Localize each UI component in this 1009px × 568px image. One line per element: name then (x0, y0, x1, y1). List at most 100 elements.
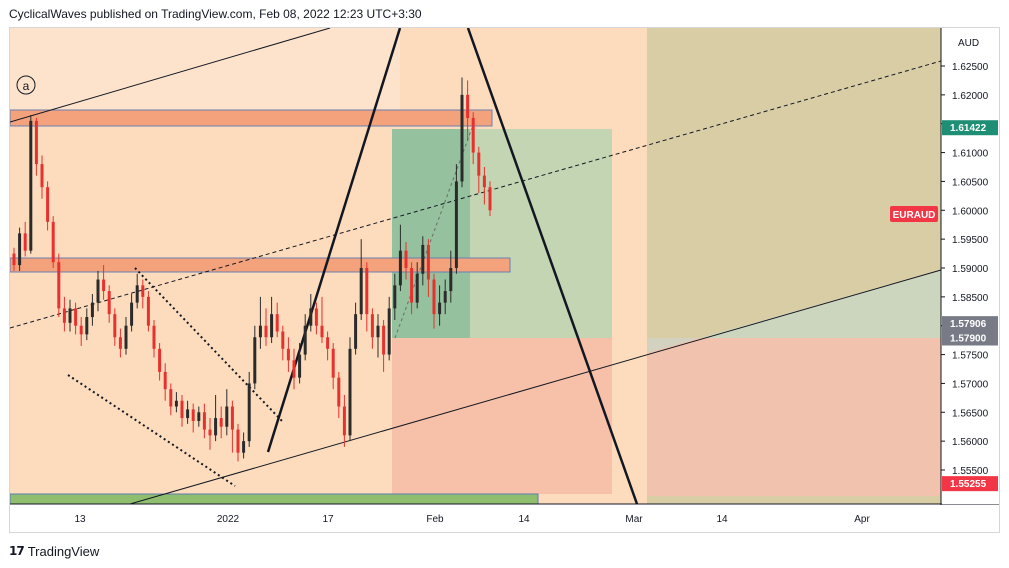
candle (454, 164, 458, 274)
candle (342, 394, 346, 447)
candle (258, 296, 262, 349)
candle (348, 337, 352, 442)
price-tick-label: 1.56500 (952, 408, 989, 419)
candle (331, 343, 335, 390)
candle (23, 221, 27, 257)
candle-body (102, 279, 106, 292)
candle (163, 363, 167, 401)
candle-body (113, 314, 117, 338)
candle (214, 394, 218, 442)
chart-frame[interactable]: a EURAUD 1.625001.620001.615001.610001.6… (9, 27, 1000, 533)
candle-body (174, 400, 178, 407)
candle-body (264, 325, 268, 338)
candle (146, 291, 150, 332)
candle-body (34, 120, 38, 165)
candle-body (421, 244, 425, 274)
candle (359, 239, 363, 320)
candle (298, 343, 302, 384)
candle-body (180, 400, 184, 419)
candle-body (376, 325, 380, 338)
candle-body (236, 429, 240, 453)
candle-body (314, 308, 318, 326)
candles-group (12, 77, 492, 462)
candle-body (186, 409, 190, 419)
candle-body (286, 348, 290, 361)
price-tick-label: 1.61000 (952, 149, 989, 160)
time-tick-label: 2022 (217, 514, 240, 525)
candle (90, 293, 94, 326)
candle-body (79, 325, 83, 335)
candle (264, 308, 268, 346)
candle-body (466, 94, 470, 118)
candle-body (51, 221, 55, 263)
candle-body (208, 429, 212, 436)
candle-body (135, 285, 139, 303)
candle (180, 394, 184, 427)
candle-body (438, 302, 442, 315)
profit-zone-dark (392, 129, 470, 338)
time-tick-label: 17 (322, 514, 334, 525)
bg-zone-light (10, 28, 400, 110)
candle (370, 308, 374, 349)
candle-body (410, 268, 414, 303)
wave-line-up (266, 28, 402, 453)
candle-body (404, 250, 408, 268)
candle (191, 403, 195, 433)
candle-body (298, 354, 302, 378)
candle-body (169, 389, 173, 407)
candle (141, 279, 145, 309)
candle-body (275, 314, 279, 332)
candle-body (191, 409, 195, 421)
candle (477, 146, 481, 193)
candle (471, 112, 475, 165)
candle (270, 296, 274, 344)
candle (443, 279, 447, 315)
candle-body (158, 348, 162, 372)
wave-label: a (23, 79, 30, 93)
time-tick-label: 14 (518, 514, 530, 525)
candle (186, 400, 190, 424)
right-target-zone (647, 338, 941, 496)
candle-body (370, 314, 374, 338)
price-tag: 1.61422 (942, 120, 998, 136)
price-tag-box (942, 316, 998, 332)
candle (421, 236, 425, 286)
price-tick-label: 1.62000 (952, 91, 989, 102)
candle (326, 331, 330, 361)
price-tag-box (942, 476, 998, 492)
candle (275, 302, 279, 338)
price-tick-label: 1.60000 (952, 206, 989, 217)
candle-body (96, 279, 100, 303)
time-axis-bg (10, 505, 999, 532)
price-tag-label: 1.57906 (950, 319, 987, 330)
candle-body (281, 331, 285, 349)
candle (74, 302, 78, 335)
candle-body (141, 285, 145, 297)
candle-body (85, 317, 89, 335)
chart-canvas[interactable]: a EURAUD 1.625001.620001.615001.610001.6… (10, 28, 999, 532)
price-tag: 1.57900 (942, 330, 998, 346)
candle (387, 296, 391, 361)
price-tag-box (942, 120, 998, 136)
candle-body (426, 244, 430, 280)
candle (488, 181, 492, 217)
candle-body (202, 412, 206, 430)
candle (230, 400, 234, 453)
candle-body (130, 302, 134, 326)
candle (354, 302, 358, 355)
candle-body (393, 285, 397, 309)
candle (107, 285, 111, 323)
candle-body (365, 268, 369, 315)
stop-zone (392, 338, 612, 494)
resistance-zone-top (10, 109, 493, 127)
candle (466, 80, 470, 142)
candle-body (482, 175, 486, 188)
candle-body (46, 187, 50, 222)
candle (29, 115, 33, 254)
candle-body (124, 325, 128, 349)
candle (124, 317, 128, 355)
candle-body (460, 94, 464, 182)
currency-label: AUD (958, 38, 979, 49)
candle-body (118, 337, 122, 349)
candle-body (471, 117, 475, 153)
